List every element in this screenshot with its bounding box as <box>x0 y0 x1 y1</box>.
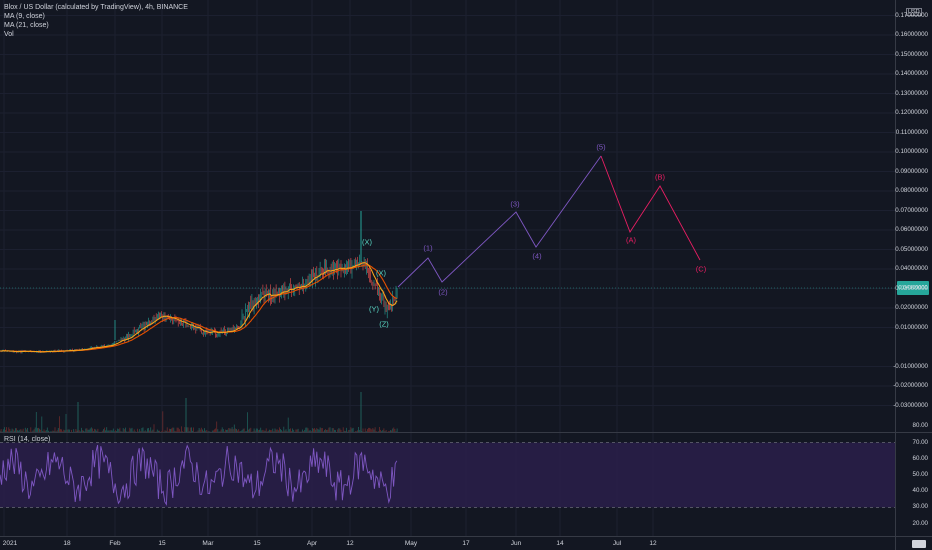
price-tick-label: 0.11000000 <box>895 128 928 136</box>
time-tick-label: 14 <box>556 540 564 547</box>
volume-legend[interactable]: Vol <box>4 31 14 38</box>
rsi-tick-label: 30.00 <box>912 503 928 511</box>
price-tick-label: -0.03000000 <box>893 401 928 409</box>
rsi-legend[interactable]: RSI (14, close) <box>4 436 51 443</box>
rsi-line <box>0 444 398 506</box>
time-tick-label: 12 <box>649 540 657 547</box>
ma9-legend[interactable]: MA (9, close) <box>4 13 45 20</box>
price-tick-label: 0.03000000 <box>895 284 928 292</box>
price-tick-label: 0.05000000 <box>895 245 928 253</box>
time-tick-label: Apr <box>306 540 318 547</box>
wave-label-impulse[interactable]: (2) <box>438 287 448 297</box>
impulse-wave-path <box>397 155 602 288</box>
wave-label-impulse[interactable]: (4) <box>532 251 542 261</box>
time-tick-label: Jun <box>510 540 522 547</box>
price-tick-label: -0.01000000 <box>893 362 928 370</box>
time-tick-label: Feb <box>109 540 121 547</box>
currency-tag[interactable]: USD <box>906 8 922 16</box>
wave-label-impulse[interactable]: (5) <box>596 142 606 152</box>
time-tick-label: 12 <box>346 540 354 547</box>
ma9-line <box>0 262 398 353</box>
price-tick-label: 0.02000000 <box>895 304 928 311</box>
time-tick-label: 15 <box>253 540 261 547</box>
wave-label-impulse[interactable]: (1) <box>423 243 433 253</box>
wave-label-abc[interactable]: (B) <box>655 172 665 182</box>
price-tick-label: 0.16000000 <box>895 31 928 38</box>
price-tick-label: -0.02000000 <box>893 382 928 389</box>
time-tick-label: Jul <box>612 540 622 547</box>
price-tick-label: 0.13000000 <box>895 89 928 97</box>
rsi-tick-label: 80.00 <box>912 422 928 430</box>
time-tick-label: 18 <box>63 540 71 547</box>
abc-wave-path <box>600 155 701 261</box>
wave-label-corrective[interactable]: (X) <box>362 237 372 247</box>
wave-label-abc[interactable]: (C) <box>695 264 707 274</box>
wave-label-impulse[interactable]: (3) <box>510 199 520 209</box>
price-tick-label: 0.07000000 <box>895 206 928 214</box>
rsi-tick-label: 20.00 <box>912 519 928 527</box>
rsi-tick-label: 60.00 <box>912 454 928 462</box>
wave-label-corrective[interactable]: (Z) <box>379 319 389 329</box>
wave-label-corrective[interactable]: (Y) <box>369 304 379 314</box>
time-tick-label: 15 <box>158 540 166 547</box>
price-tick-label: 0.12000000 <box>895 109 928 116</box>
rsi-tick-label: 50.00 <box>912 471 928 478</box>
price-tick-label: 0.09000000 <box>895 167 928 175</box>
chart-legend: Blox / US Dollar (calculated by TradingV… <box>4 3 188 39</box>
price-tick-label: 0.17000000 <box>895 11 928 19</box>
price-tick-label: 0.15000000 <box>895 50 928 58</box>
time-tick-label: Mar <box>202 540 214 547</box>
wave-label-corrective[interactable]: (X) <box>376 268 386 278</box>
time-tick-label: 2021 <box>2 540 18 547</box>
tradingview-logo-icon[interactable] <box>912 540 926 548</box>
last-price-tag: 0.04300000 <box>897 281 929 295</box>
rsi-tick-label: 70.00 <box>912 438 928 446</box>
rsi-tick-label: 40.00 <box>912 487 928 495</box>
time-tick-label: 17 <box>462 540 470 547</box>
time-tick-label: May <box>404 540 418 547</box>
price-tick-label: 0.08000000 <box>895 187 928 194</box>
wave-label-abc[interactable]: (A) <box>626 235 636 245</box>
ma21-legend[interactable]: MA (21, close) <box>4 22 49 29</box>
price-tick-label: 0.14000000 <box>895 70 928 77</box>
price-tick-label: 0.06000000 <box>895 226 928 233</box>
price-tick-label: 0.04000000 <box>895 265 928 272</box>
price-tick-label: 0.01000000 <box>895 323 928 331</box>
symbol-title[interactable]: Blox / US Dollar (calculated by TradingV… <box>4 4 188 11</box>
price-tick-label: 0.10000000 <box>895 148 928 155</box>
last-price-value: 0.04300000 <box>898 285 928 291</box>
